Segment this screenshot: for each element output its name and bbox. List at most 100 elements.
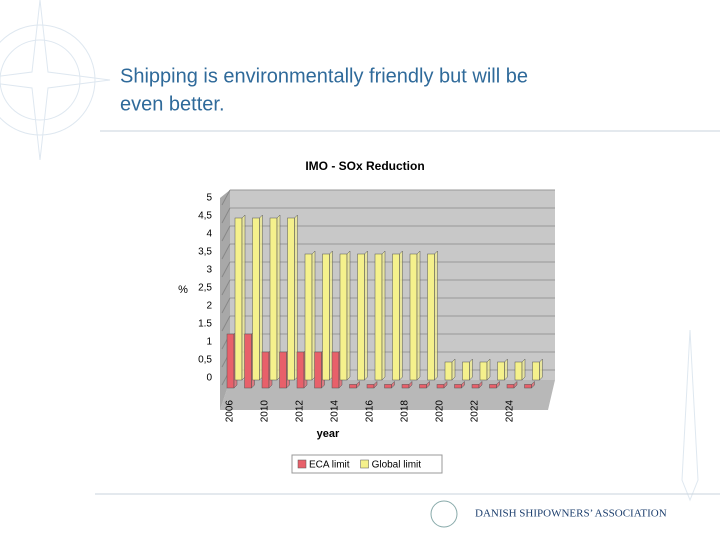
bar-side — [478, 380, 483, 389]
bar-side — [426, 380, 430, 389]
bar — [419, 384, 427, 389]
x-axis-label: year — [317, 428, 340, 440]
bar-side — [346, 250, 351, 381]
y-tick-label: 4 — [206, 229, 212, 240]
bar — [479, 361, 488, 381]
bar-side — [521, 358, 526, 381]
bar-side — [504, 358, 508, 381]
plot: 0 0,5 1 1.5 2 2,5 3 3,5 4 4,5 5 2006 2010 2012 2014 201… — [198, 189, 555, 474]
grid-line — [221, 189, 231, 206]
x-tick-label: 2022 — [470, 400, 481, 423]
bar — [489, 384, 497, 389]
bar-side — [513, 380, 518, 389]
logo — [430, 500, 458, 528]
x-tick-label: 2014 — [330, 400, 341, 423]
bar-side — [373, 380, 378, 389]
slide-title-2: even better. — [120, 93, 225, 115]
grid-line — [221, 261, 231, 278]
y-tick-label: 2,5 — [198, 283, 212, 294]
bar-side — [443, 380, 448, 389]
bar — [357, 253, 365, 381]
bar — [532, 361, 540, 381]
bar — [427, 253, 435, 381]
y-tick-label: 3 — [206, 265, 212, 276]
bar — [269, 217, 278, 381]
bar-side — [469, 358, 473, 381]
bar-side — [496, 380, 500, 389]
x-tick-label: 2006 — [225, 400, 236, 423]
slide-title-1: Shipping is environmentally friendly but… — [120, 65, 528, 87]
bar — [374, 253, 383, 381]
bar — [322, 253, 330, 381]
grid-line — [221, 207, 231, 224]
bar — [409, 253, 418, 381]
bar-side — [451, 358, 456, 381]
grid-line — [221, 315, 231, 332]
bar — [524, 384, 532, 389]
x-tick-label: 2012 — [295, 400, 306, 423]
legend-label: ECA limit — [309, 460, 350, 471]
legend-swatch — [297, 459, 307, 469]
bar-side — [381, 250, 386, 381]
bar-side — [434, 250, 438, 381]
bar-side — [408, 380, 413, 389]
compass-decoration — [0, 0, 699, 502]
bar — [234, 217, 243, 381]
bar — [366, 384, 375, 389]
bar — [331, 351, 340, 389]
y-tick-label: 0,5 — [198, 355, 212, 366]
bar — [339, 253, 348, 381]
grid-line — [221, 225, 231, 242]
bar — [462, 361, 470, 381]
bar — [304, 253, 313, 381]
y-axis-label: % — [178, 284, 188, 296]
bar — [252, 217, 260, 381]
bar — [314, 351, 322, 389]
bar — [244, 333, 252, 389]
y-tick-label: 0 — [206, 373, 212, 384]
bar — [226, 333, 235, 389]
bar — [444, 361, 453, 381]
bar — [471, 384, 480, 389]
x-tick-label: 2010 — [260, 400, 271, 423]
bar-side — [539, 358, 543, 381]
bar — [506, 384, 515, 389]
bar — [514, 361, 523, 381]
chart-title: IMO - SOx Reduction — [305, 159, 424, 173]
bar — [497, 361, 505, 381]
y-tick-label: 5 — [206, 193, 212, 204]
y-tick-label: 1.5 — [198, 319, 212, 330]
y-tick-label: 1 — [206, 337, 212, 348]
bar-side — [416, 250, 421, 381]
legend-label: Global limit — [372, 460, 422, 471]
bar-side — [356, 380, 360, 389]
y-tick-label: 4,5 — [198, 211, 212, 222]
bar — [279, 351, 287, 389]
bar — [436, 384, 445, 389]
grid-line — [221, 243, 231, 260]
bar-side — [399, 250, 403, 381]
footer: DANISH SHIPOWNERS’ ASSOCIATION — [475, 508, 667, 520]
bar — [384, 384, 392, 389]
legend-swatch — [360, 459, 369, 469]
grid-line — [221, 297, 231, 314]
bar-side — [461, 380, 465, 389]
x-tick-label: 2018 — [400, 400, 411, 423]
y-tick-label: 3,5 — [198, 247, 212, 258]
bar — [296, 351, 305, 389]
bar — [261, 351, 270, 389]
bar — [349, 384, 357, 389]
bar — [454, 384, 462, 389]
bar-side — [486, 358, 491, 381]
x-tick-label: 2016 — [365, 400, 376, 423]
bar — [401, 384, 410, 389]
bar-side — [531, 380, 535, 389]
x-tick-label: 2024 — [505, 400, 516, 423]
bar — [392, 253, 400, 381]
bar-side — [364, 250, 368, 381]
y-tick-label: 2 — [206, 301, 212, 312]
x-tick-label: 2020 — [435, 400, 446, 423]
bar — [287, 217, 295, 381]
